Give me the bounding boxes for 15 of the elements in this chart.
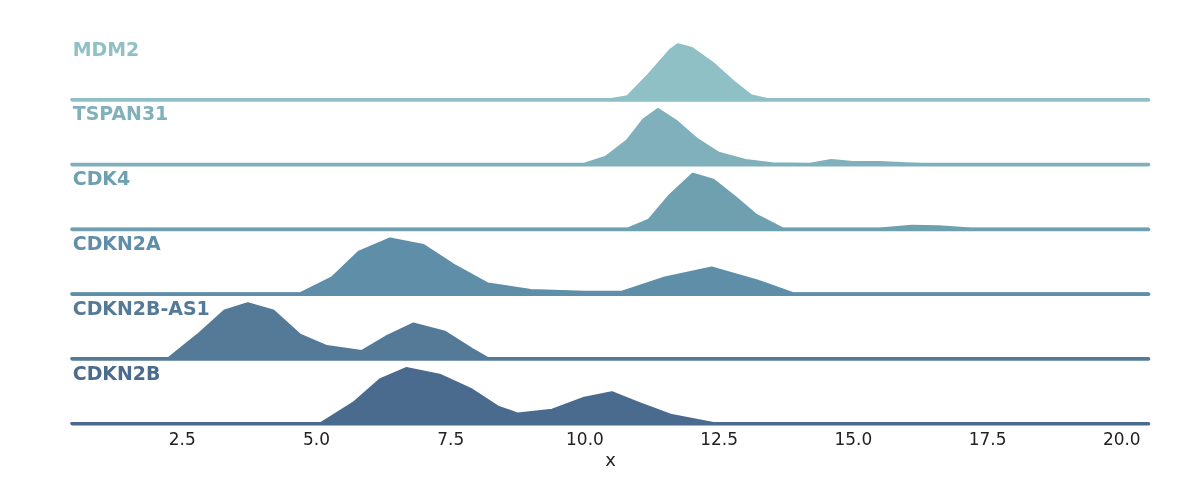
x-tick-label: 12.5	[700, 428, 739, 449]
x-tick-label: 15.0	[834, 428, 873, 449]
x-axis-title: x	[605, 448, 617, 470]
text: TSPAN31	[72, 102, 169, 125]
text: CDKN2A	[72, 231, 162, 254]
x-tick-label: 20.0	[1102, 428, 1141, 449]
text: CDK4	[72, 167, 131, 190]
x-tick-label: 10.0	[566, 428, 604, 449]
x-tick-label: 7.5	[437, 428, 465, 449]
x-tick-label: 5.0	[303, 428, 330, 449]
text: CDKN2B	[72, 361, 161, 384]
x-tick-label: 2.5	[168, 428, 196, 449]
text: MDM2	[72, 37, 140, 60]
x-tick-label: 17.5	[968, 428, 1007, 449]
series-label: CDKN2B-AS1	[72, 296, 210, 319]
